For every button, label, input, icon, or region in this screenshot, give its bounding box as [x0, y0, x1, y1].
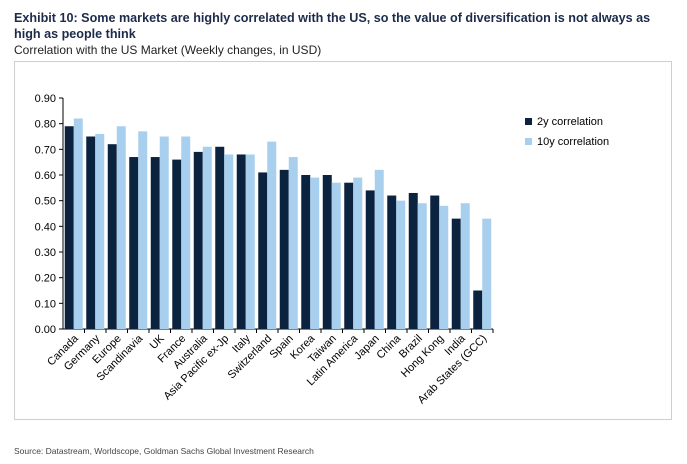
- bar-2y-italy: [236, 154, 246, 329]
- bar-2y-australia: [193, 151, 203, 329]
- bar-10y-latin-america: [353, 177, 363, 329]
- legend: 2y correlation 10y correlation: [525, 116, 609, 148]
- bar-2y-switzerland: [258, 172, 268, 329]
- bar-10y-hong-kong: [439, 205, 449, 329]
- bar-2y-china: [387, 195, 397, 329]
- bars: [64, 118, 492, 330]
- legend-label-10y: 10y correlation: [537, 136, 609, 148]
- bar-2y-hong-kong: [430, 195, 440, 329]
- bar-10y-switzerland: [267, 141, 277, 329]
- source-note: Source: Datastream, Worldscope, Goldman …: [14, 446, 314, 456]
- bar-2y-taiwan: [322, 175, 332, 329]
- y-tick-label: 0.70: [35, 144, 56, 156]
- y-tick-label: 0.10: [35, 298, 56, 310]
- bar-2y-canada: [64, 126, 74, 329]
- bar-10y-china: [396, 200, 406, 329]
- bar-10y-taiwan: [331, 182, 341, 329]
- bar-2y-spain: [279, 169, 289, 329]
- bar-2y-japan: [365, 190, 375, 329]
- bar-2y-latin-america: [344, 182, 354, 329]
- bar-10y-brazil: [417, 203, 427, 329]
- bar-2y-korea: [301, 175, 311, 329]
- y-tick-label: 0.80: [35, 119, 56, 131]
- chart-subtitle: Correlation with the US Market (Weekly c…: [14, 43, 322, 57]
- bar-10y-arab-states-gcc-: [482, 218, 492, 329]
- y-tick-label: 0.00: [35, 324, 56, 336]
- bar-10y-india: [460, 203, 470, 329]
- bar-2y-brazil: [408, 192, 418, 329]
- bar-2y-germany: [86, 136, 96, 329]
- legend-swatch-2y: [525, 118, 532, 125]
- y-tick-label: 0.50: [35, 196, 56, 208]
- x-tick-label: Japan: [352, 333, 382, 363]
- bar-10y-spain: [288, 157, 298, 329]
- bar-10y-europe: [116, 126, 126, 329]
- bar-10y-uk: [159, 136, 169, 329]
- bar-2y-scandinavia: [129, 157, 139, 329]
- bar-10y-scandinavia: [138, 131, 148, 329]
- bar-10y-australia: [202, 146, 212, 329]
- bar-10y-japan: [374, 169, 384, 329]
- bar-10y-germany: [95, 133, 105, 329]
- legend-swatch-10y: [525, 138, 532, 145]
- bar-10y-italy: [245, 154, 255, 329]
- bar-10y-france: [181, 136, 191, 329]
- exhibit-title: Exhibit 10: Some markets are highly corr…: [14, 11, 651, 41]
- bar-2y-europe: [107, 144, 117, 329]
- bar-2y-france: [172, 159, 182, 329]
- bar-2y-arab-states-gcc-: [473, 290, 483, 329]
- y-tick-label: 0.60: [35, 170, 56, 182]
- bar-10y-asia-pacific-ex-jp: [224, 154, 234, 329]
- chart-frame: 0.00 0.10 0.20 0.30 0.40 0.50 0.60 0.70 0.80 0.90…: [14, 61, 672, 420]
- x-tick-label: China: [375, 332, 404, 361]
- bar-chart: 0.00 0.10 0.20 0.30 0.40 0.50 0.60 0.70 0.80 0.90…: [35, 93, 610, 406]
- bar-10y-korea: [310, 177, 320, 329]
- bar-10y-canada: [73, 118, 83, 330]
- y-tick-label: 0.40: [35, 221, 56, 233]
- bar-2y-india: [451, 218, 461, 329]
- y-tick-label: 0.90: [35, 93, 56, 105]
- bar-2y-asia-pacific-ex-jp: [215, 146, 225, 329]
- bar-2y-uk: [150, 157, 160, 329]
- legend-label-2y: 2y correlation: [537, 116, 603, 128]
- y-tick-label: 0.20: [35, 273, 56, 285]
- y-tick-label: 0.30: [35, 247, 56, 259]
